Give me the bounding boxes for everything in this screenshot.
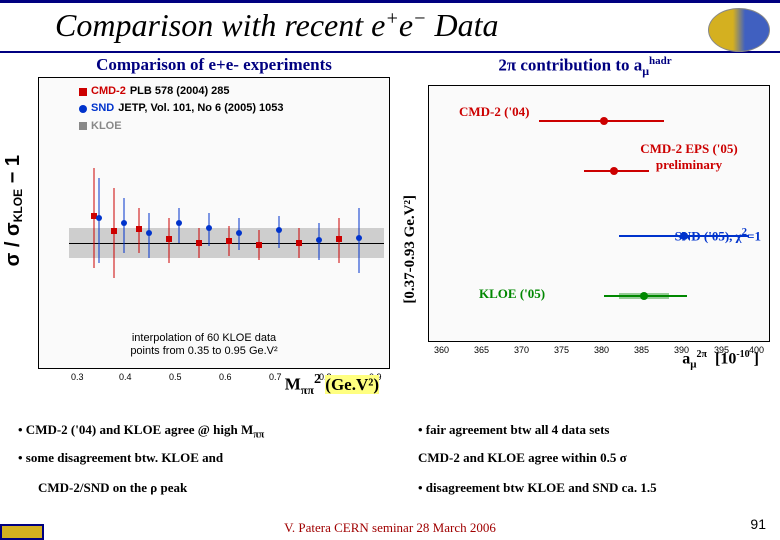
left-xlabel: Mππ2 (Ge.V²) xyxy=(285,371,379,398)
title-prefix: Comparison with recent e xyxy=(55,7,385,43)
rxlabel-sup: 2π xyxy=(697,349,707,360)
bullet-right-3: • disagreement btw KLOE and SND ca. 1.5 xyxy=(418,480,657,496)
rxlabel-sub: μ xyxy=(690,359,696,371)
right-panel-title: 2π contribution to aμhadr xyxy=(400,55,770,79)
rtitle-sup: hadr xyxy=(649,55,672,67)
point-label-snd: SND ('05), χ2=1 xyxy=(675,226,761,244)
rxlabel-unit-pre: [10 xyxy=(715,351,736,368)
xtick: 0.6 xyxy=(219,372,232,382)
xtick: 375 xyxy=(554,345,569,355)
title-bar: Comparison with recent e+e− Data xyxy=(0,0,780,53)
bullet-right-1: • fair agreement btw all 4 data sets xyxy=(418,422,609,438)
xtick: 0.4 xyxy=(119,372,132,382)
corner-decoration xyxy=(0,524,44,540)
bullet-left-1: • CMD-2 ('04) and KLOE agree @ high Mππ xyxy=(18,422,264,441)
title-sup2: − xyxy=(413,7,427,29)
right-panel: 2π contribution to aμhadr CMD-2 ('04) CM… xyxy=(400,55,770,435)
xtick: 365 xyxy=(474,345,489,355)
xtick: 385 xyxy=(634,345,649,355)
xlabel-sup: 2 xyxy=(314,371,321,387)
title-sup1: + xyxy=(385,7,399,29)
xtick: 360 xyxy=(434,345,449,355)
xlabel-unit: (Ge.V²) xyxy=(325,375,379,394)
right-xlabel: aμ2π [10-10 ] xyxy=(682,349,759,371)
xtick: 0.3 xyxy=(71,372,84,382)
title-suffix: Data xyxy=(427,7,499,43)
rxlabel-unit-sup: -10 xyxy=(736,349,749,360)
rxlabel-unit-suf: ] xyxy=(750,351,759,368)
snd-points xyxy=(96,178,362,273)
left-panel: Comparison of e+e- experiments CMD-2 PLB… xyxy=(38,55,390,435)
xtick: 0.7 xyxy=(269,372,282,382)
left-scatter-svg xyxy=(39,78,389,368)
rtitle-prefix: 2π contribution to a xyxy=(498,56,642,75)
xlabel-sub: ππ xyxy=(301,383,314,397)
xtick: 380 xyxy=(594,345,609,355)
page-title: Comparison with recent e+e− Data xyxy=(55,7,499,44)
xtick: 0.5 xyxy=(169,372,182,382)
point-label-cmd2-04: CMD-2 ('04) xyxy=(459,104,529,120)
point-label-cmd2-05: CMD-2 EPS ('05) preliminary xyxy=(619,141,759,173)
right-scatter-svg xyxy=(429,86,769,341)
left-ylabel: σ / σKLOE − 1 xyxy=(2,155,25,266)
xtick: 370 xyxy=(514,345,529,355)
footer-text: V. Patera CERN seminar 28 March 2006 xyxy=(0,520,780,536)
bullet-left-2: • some disagreement btw. KLOE and xyxy=(18,450,223,466)
right-chart: CMD-2 ('04) CMD-2 EPS ('05) preliminary … xyxy=(428,85,770,342)
xlabel-base: M xyxy=(285,375,301,394)
bullet-right-2: CMD-2 and KLOE agree within 0.5 σ xyxy=(418,450,627,466)
left-chart: CMD-2 PLB 578 (2004) 285 SND JETP, Vol. … xyxy=(38,77,390,369)
interpolation-note: interpolation of 60 KLOE data points fro… xyxy=(119,332,289,358)
title-mid: e xyxy=(399,7,413,43)
bullet-left-3: CMD-2/SND on the ρ peak xyxy=(38,480,187,496)
kloe-logo xyxy=(708,8,770,52)
cmd2-points xyxy=(91,168,342,278)
left-panel-title: Comparison of e+e- experiments xyxy=(38,55,390,75)
point-label-kloe: KLOE ('05) xyxy=(479,286,545,302)
page-number: 91 xyxy=(750,516,766,532)
